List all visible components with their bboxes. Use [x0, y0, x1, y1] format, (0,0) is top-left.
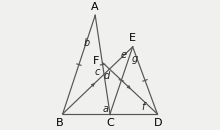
Text: d: d [103, 72, 110, 81]
Text: f: f [141, 102, 145, 112]
Text: a: a [103, 104, 108, 114]
Text: g: g [132, 54, 138, 64]
Text: A: A [91, 2, 99, 12]
Text: D: D [154, 118, 163, 128]
Text: e: e [120, 50, 126, 60]
Text: c: c [95, 67, 100, 76]
Text: F: F [93, 56, 100, 66]
Text: B: B [56, 118, 64, 128]
Text: b: b [84, 38, 90, 48]
Text: E: E [129, 33, 136, 43]
Text: C: C [106, 118, 114, 128]
